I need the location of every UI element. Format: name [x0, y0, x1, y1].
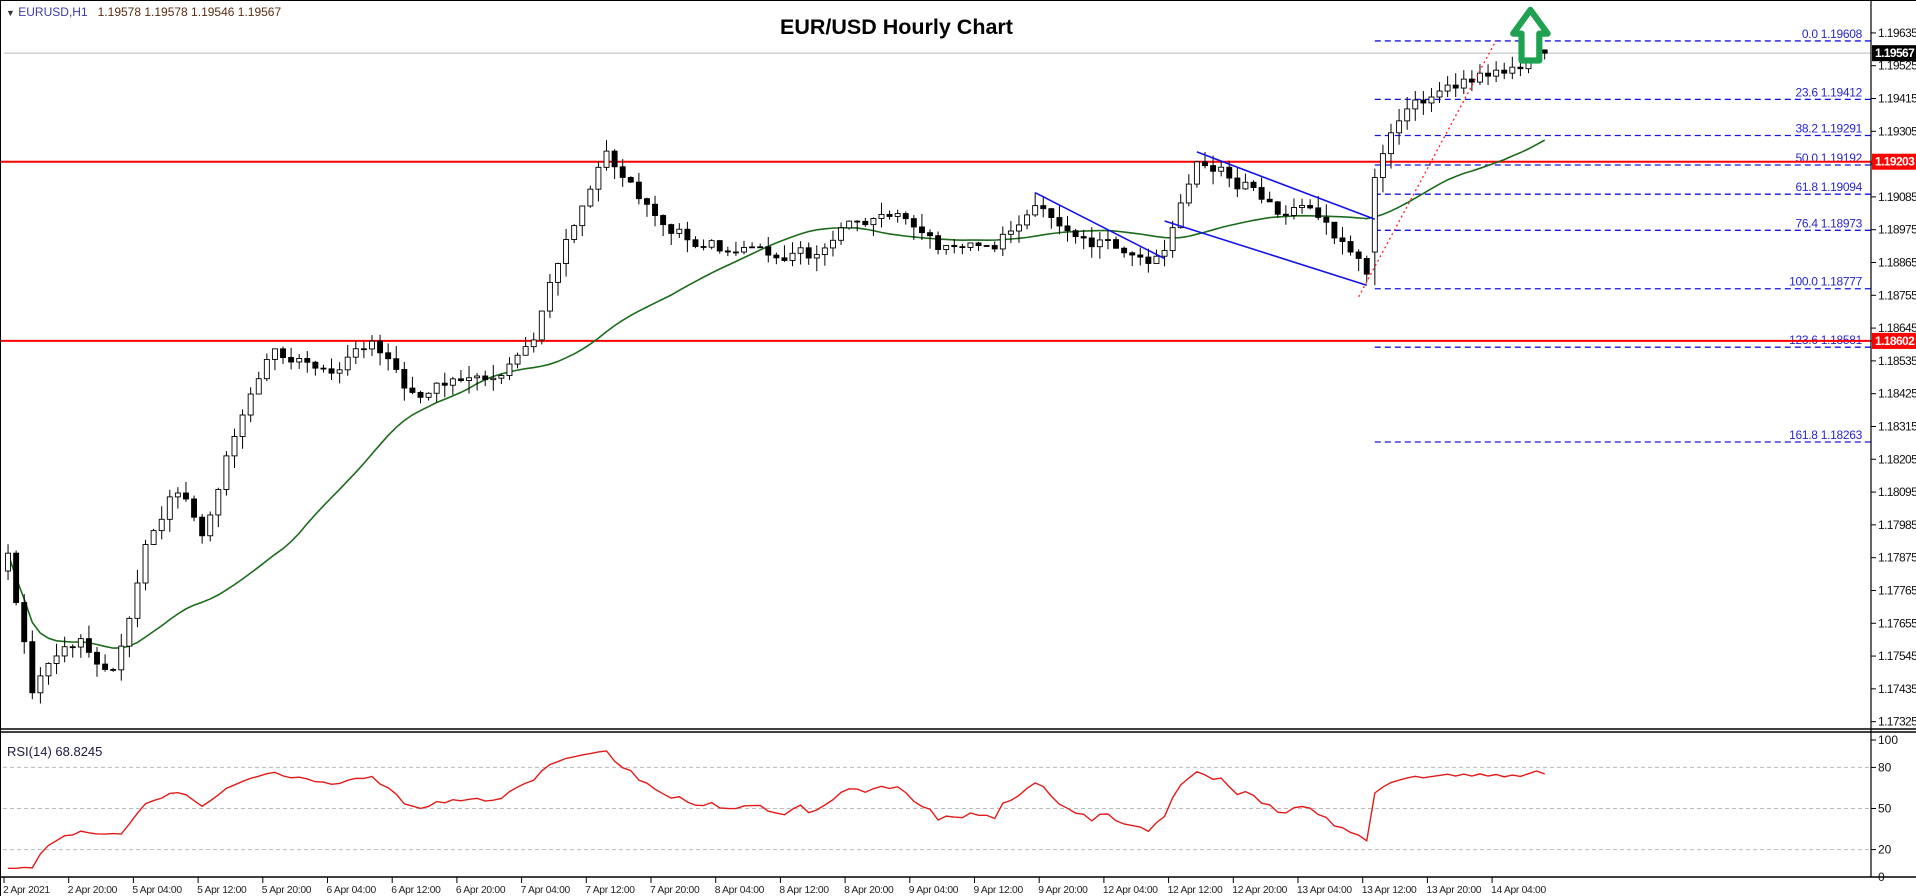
svg-text:1.17655: 1.17655 — [1878, 616, 1916, 630]
svg-text:1.18535: 1.18535 — [1878, 354, 1916, 368]
svg-text:100.0 1.18777: 100.0 1.18777 — [1789, 275, 1862, 289]
svg-text:5 Apr 04:00: 5 Apr 04:00 — [132, 885, 182, 896]
svg-text:80: 80 — [1878, 760, 1892, 774]
svg-text:76.4 1.18973: 76.4 1.18973 — [1796, 216, 1863, 230]
svg-text:9 Apr 12:00: 9 Apr 12:00 — [974, 885, 1024, 896]
svg-text:1.17325: 1.17325 — [1878, 715, 1916, 729]
svg-text:1.19085: 1.19085 — [1878, 190, 1916, 204]
svg-text:1.19305: 1.19305 — [1878, 124, 1916, 138]
svg-text:6 Apr 04:00: 6 Apr 04:00 — [327, 885, 377, 896]
svg-text:RSI(14) 68.8245: RSI(14) 68.8245 — [7, 744, 102, 759]
svg-text:1.18865: 1.18865 — [1878, 255, 1916, 269]
svg-text:5 Apr 12:00: 5 Apr 12:00 — [197, 885, 247, 896]
svg-text:1.17765: 1.17765 — [1878, 583, 1916, 597]
svg-text:1.18425: 1.18425 — [1878, 387, 1916, 401]
svg-text:61.8 1.19094: 61.8 1.19094 — [1796, 180, 1863, 194]
svg-text:1.17435: 1.17435 — [1878, 682, 1916, 696]
svg-text:1.18315: 1.18315 — [1878, 419, 1916, 433]
svg-text:12 Apr 04:00: 12 Apr 04:00 — [1103, 885, 1158, 896]
svg-text:9 Apr 04:00: 9 Apr 04:00 — [909, 885, 959, 896]
svg-text:0.0 1.19608: 0.0 1.19608 — [1802, 27, 1863, 41]
svg-text:1.19567: 1.19567 — [1875, 46, 1915, 60]
svg-text:12 Apr 20:00: 12 Apr 20:00 — [1232, 885, 1287, 896]
svg-text:8 Apr 20:00: 8 Apr 20:00 — [844, 885, 894, 896]
svg-text:23.6 1.19412: 23.6 1.19412 — [1796, 85, 1863, 99]
svg-text:20: 20 — [1878, 843, 1892, 857]
svg-text:13 Apr 12:00: 13 Apr 12:00 — [1362, 885, 1417, 896]
svg-text:7 Apr 12:00: 7 Apr 12:00 — [585, 885, 635, 896]
svg-text:2 Apr 2021: 2 Apr 2021 — [3, 885, 50, 896]
svg-text:1.18205: 1.18205 — [1878, 452, 1916, 466]
svg-text:50.0 1.19192: 50.0 1.19192 — [1796, 151, 1863, 165]
svg-text:1.19203: 1.19203 — [1875, 155, 1915, 169]
svg-text:8 Apr 04:00: 8 Apr 04:00 — [715, 885, 765, 896]
svg-text:1.18602: 1.18602 — [1875, 334, 1915, 348]
svg-text:1.18975: 1.18975 — [1878, 223, 1916, 237]
svg-text:2 Apr 20:00: 2 Apr 20:00 — [68, 885, 118, 896]
svg-text:14 Apr 04:00: 14 Apr 04:00 — [1491, 885, 1546, 896]
svg-text:1.17985: 1.17985 — [1878, 518, 1916, 532]
svg-text:6 Apr 12:00: 6 Apr 12:00 — [391, 885, 441, 896]
svg-text:13 Apr 04:00: 13 Apr 04:00 — [1297, 885, 1352, 896]
svg-text:0: 0 — [1878, 870, 1885, 884]
svg-text:1.17545: 1.17545 — [1878, 649, 1916, 663]
svg-text:8 Apr 12:00: 8 Apr 12:00 — [779, 885, 829, 896]
svg-text:50: 50 — [1878, 802, 1892, 816]
svg-text:7 Apr 04:00: 7 Apr 04:00 — [521, 885, 571, 896]
svg-text:1.18755: 1.18755 — [1878, 288, 1916, 302]
svg-text:9 Apr 20:00: 9 Apr 20:00 — [1038, 885, 1088, 896]
svg-text:38.2 1.19291: 38.2 1.19291 — [1796, 121, 1863, 135]
svg-text:1.19635: 1.19635 — [1878, 26, 1916, 40]
svg-text:12 Apr 12:00: 12 Apr 12:00 — [1168, 885, 1223, 896]
svg-text:5 Apr 20:00: 5 Apr 20:00 — [262, 885, 312, 896]
svg-text:13 Apr 20:00: 13 Apr 20:00 — [1426, 885, 1481, 896]
svg-text:1.17875: 1.17875 — [1878, 551, 1916, 565]
svg-text:7 Apr 20:00: 7 Apr 20:00 — [650, 885, 700, 896]
svg-text:161.8 1.18263: 161.8 1.18263 — [1789, 428, 1862, 442]
svg-text:6 Apr 20:00: 6 Apr 20:00 — [456, 885, 506, 896]
svg-text:1.19415: 1.19415 — [1878, 92, 1916, 106]
svg-text:1.18095: 1.18095 — [1878, 485, 1916, 499]
svg-text:100: 100 — [1878, 733, 1898, 747]
